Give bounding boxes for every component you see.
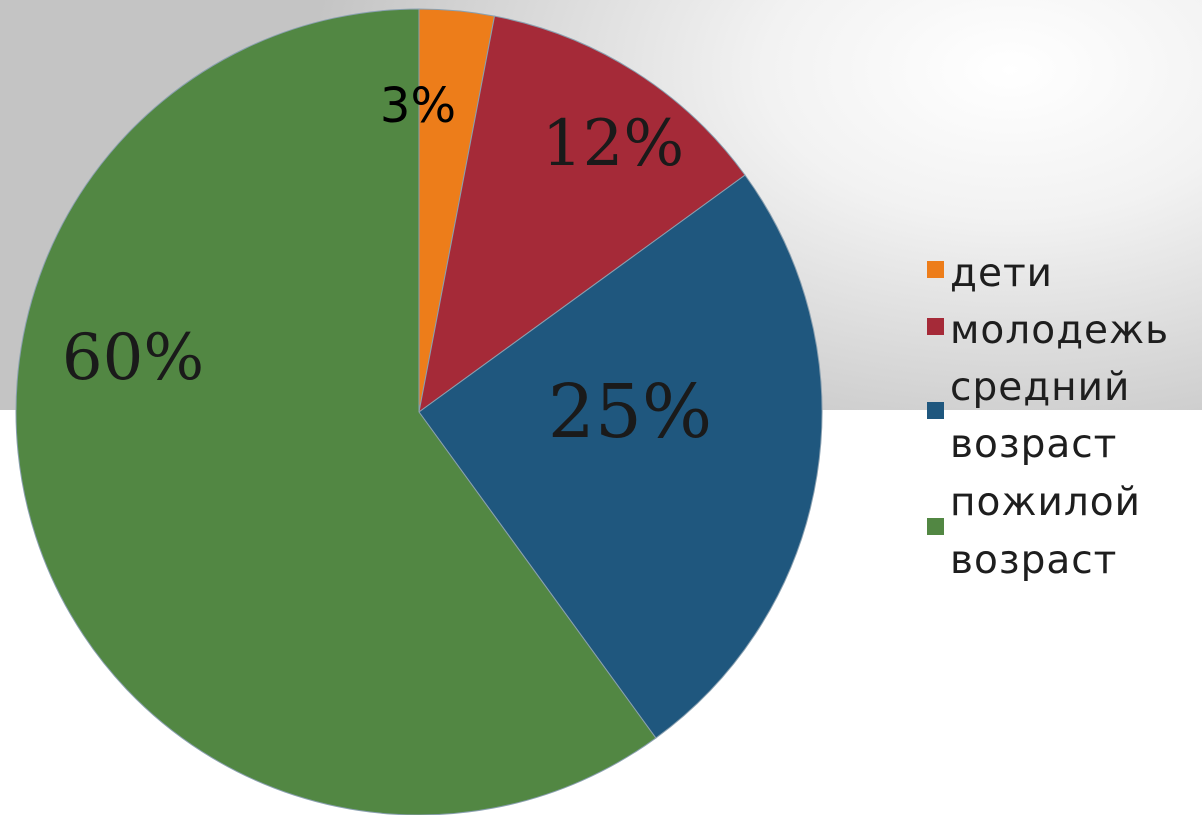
legend-label-pozhiloy-line2: возраст — [950, 538, 1117, 583]
legend-swatch-pozhiloy-vozrast — [927, 518, 944, 535]
data-label-sredniy-vozrast: 25% — [548, 369, 712, 455]
data-label-deti: 3% — [380, 78, 456, 134]
data-label-molodezh: 12% — [542, 107, 684, 181]
legend-label-molodezh: молодежь — [950, 308, 1169, 353]
legend-swatch-molodezh — [927, 318, 944, 335]
legend: дети молодежь средний возраст пожилой во… — [927, 251, 1169, 583]
pie-slices — [15, 8, 823, 815]
legend-label-pozhiloy-line1: пожилой — [950, 480, 1141, 525]
pie-data-labels: 3% 12% 25% 60% — [62, 78, 712, 455]
legend-label-deti: дети — [950, 251, 1053, 296]
legend-label-sredniy-line2: возраст — [950, 422, 1117, 467]
pie-slice-molodezh — [418, 15, 746, 414]
legend-swatch-deti — [927, 261, 944, 278]
pie-slice-sredniy-vozrast — [418, 174, 823, 739]
legend-label-sredniy-line1: средний — [950, 365, 1130, 410]
data-label-pozhiloy-vozrast: 60% — [62, 321, 204, 395]
legend-swatch-sredniy-vozrast — [927, 402, 944, 419]
pie-slice-pozhiloy-vozrast — [15, 8, 657, 815]
